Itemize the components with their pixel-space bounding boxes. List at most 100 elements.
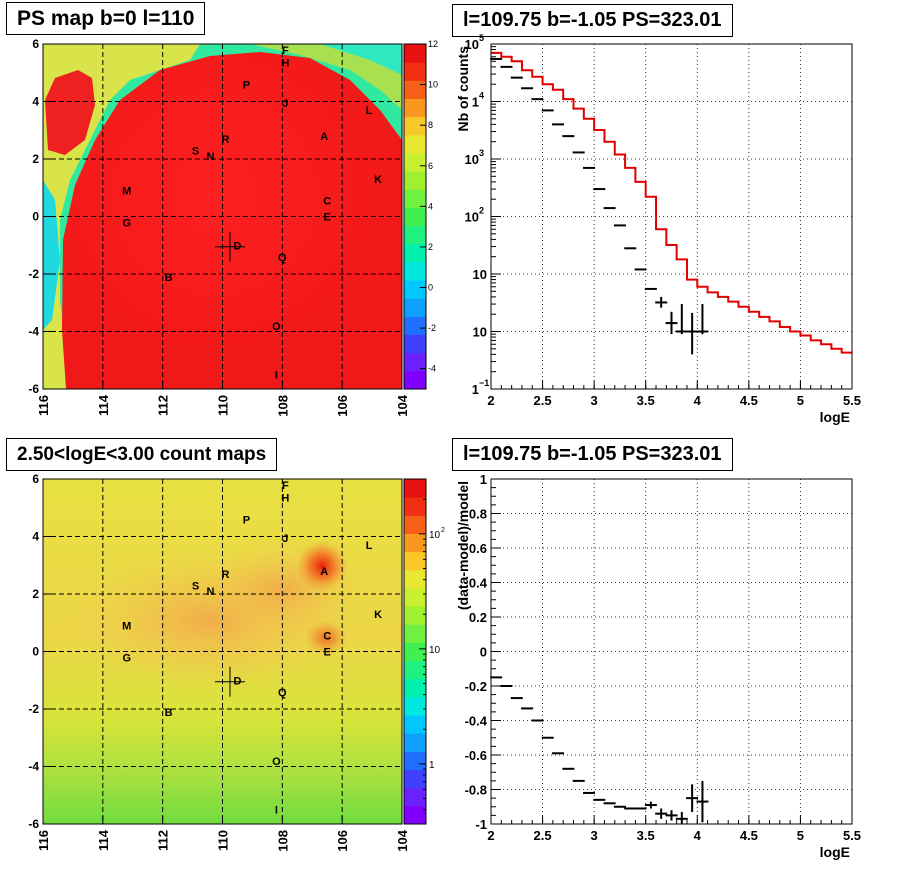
source-label-p: P xyxy=(243,514,250,526)
colorbar-tick-label: 6 xyxy=(428,161,433,171)
residual-x-tick-label: 3 xyxy=(591,828,598,843)
colorbar-step xyxy=(404,334,426,354)
ps-map-left-cyan xyxy=(43,180,60,330)
residual-x-tick-label: 2 xyxy=(487,828,494,843)
y-tick-label: -4 xyxy=(28,325,39,339)
ps-map-upper-left-blob xyxy=(45,70,95,155)
residual-frame xyxy=(490,478,853,825)
count-map-position-marker xyxy=(214,666,245,697)
source-label-f: F xyxy=(282,45,289,57)
residual-y-tick-label: 0 xyxy=(480,645,487,660)
y-tick-label: 4 xyxy=(32,95,39,109)
spectrum-y-tick-exponent: 4 xyxy=(479,91,484,101)
colorbar-step xyxy=(404,80,426,99)
colorbar-tick-label: 4 xyxy=(428,201,433,211)
spectrum-x-tick-label: 3 xyxy=(591,393,598,408)
residual-y-axis-label: (data-model)/model xyxy=(455,481,471,610)
source-label-b: B xyxy=(165,272,173,284)
source-label-n: N xyxy=(207,151,215,163)
residual-y-tick-label: 0.8 xyxy=(469,507,487,522)
source-label-l: L xyxy=(366,540,373,552)
colorbar-step xyxy=(404,280,426,299)
y-tick-label: -2 xyxy=(28,267,39,281)
x-tick-label: 114 xyxy=(96,829,111,851)
source-label-n: N xyxy=(207,586,215,598)
residual-y-tick-label: -0.2 xyxy=(465,679,487,694)
source-label-j: J xyxy=(282,98,288,110)
spectrum-y-tick-exponent: 5 xyxy=(479,33,484,43)
y-tick-label: 2 xyxy=(32,152,39,166)
source-label-i: I xyxy=(275,370,278,382)
colorbar-step xyxy=(404,134,426,154)
colorbar-tick-label: 2 xyxy=(428,242,433,252)
residual-y-tick-label: 0.2 xyxy=(469,610,487,625)
spectrum-x-tick-label: 4.5 xyxy=(740,393,758,408)
source-label-s: S xyxy=(192,145,199,157)
spectrum-x-tick-label: 2 xyxy=(487,393,494,408)
colorbar-tick-label: 1 xyxy=(429,760,435,771)
count-map-image xyxy=(70,540,360,690)
residual-x-tick-label: 5 xyxy=(797,828,804,843)
source-label-p: P xyxy=(243,79,250,91)
y-tick-label: 4 xyxy=(32,530,39,544)
spectrum-model-line xyxy=(491,51,852,354)
spectrum-frame xyxy=(490,43,853,390)
source-label-e: E xyxy=(324,212,331,224)
y-tick-label: 0 xyxy=(32,645,39,659)
colorbar-step xyxy=(404,551,426,571)
colorbar-step xyxy=(404,316,426,336)
source-label-l: L xyxy=(366,105,373,117)
source-label-q: Q xyxy=(278,687,287,699)
x-tick-label: 116 xyxy=(36,830,51,851)
colorbar-step xyxy=(404,207,426,227)
colorbar-tick-label: 0 xyxy=(428,283,433,293)
ps-map-colorbar: 12 10 8 6 4 2 0 -2 -4 xyxy=(403,39,438,390)
x-tick-label: 108 xyxy=(275,395,290,417)
spectrum-y-tick-label: 1 xyxy=(472,382,479,397)
spectrum-y-tick-label: 10 xyxy=(465,37,479,52)
source-label-k: K xyxy=(374,609,382,621)
colorbar-tick-label: 10 xyxy=(429,645,441,656)
colorbar-step xyxy=(404,733,426,752)
colorbar-tick-label: 10 xyxy=(429,530,441,541)
x-tick-label: 108 xyxy=(275,830,290,852)
source-label-s: S xyxy=(192,580,199,592)
source-label-q: Q xyxy=(278,252,287,264)
colorbar-step xyxy=(404,751,426,771)
y-tick-label: 6 xyxy=(32,472,39,486)
count-map-grid xyxy=(43,479,402,824)
residual-y-tick-label: 0.4 xyxy=(469,576,488,591)
colorbar-step xyxy=(404,98,426,118)
y-tick-label: 2 xyxy=(32,587,39,601)
colorbar-tick-label: 8 xyxy=(428,120,433,130)
colorbar-step xyxy=(404,587,426,607)
ps-map-upper-right-cyan xyxy=(250,44,402,110)
residual-x-tick-label: 5.5 xyxy=(843,828,861,843)
residual-panel: 2 2.5 3 3.5 4 4.5 5 5.5 1 0.8 0.6 0.4 0.2 0 -0.2 -0.4 -0… xyxy=(455,472,861,860)
count-map-hotspot-c xyxy=(304,620,348,656)
source-label-g: G xyxy=(122,217,131,229)
residual-title: l=109.75 b=-1.05 PS=323.01 xyxy=(452,438,733,471)
x-tick-label: 114 xyxy=(96,394,111,416)
colorbar-step xyxy=(404,243,426,263)
colorbar-step xyxy=(404,696,426,716)
source-label-o: O xyxy=(272,321,281,333)
ps-map-upper-right-cyan2 xyxy=(320,44,402,75)
y-tick-label: -4 xyxy=(28,760,39,774)
residual-y-tick-label: -0.8 xyxy=(465,783,487,798)
y-tick-label: 6 xyxy=(32,37,39,51)
colorbar-tick-label: 12 xyxy=(428,39,438,49)
spectrum-y-tick-label: 1 xyxy=(472,95,479,110)
colorbar-step xyxy=(404,298,426,317)
ps-map-main-blob xyxy=(62,52,402,389)
count-map-title: 2.50<logE<3.00 count maps xyxy=(6,438,278,471)
residual-y-tick-label: 1 xyxy=(480,472,487,487)
x-tick-label: 104 xyxy=(395,394,410,416)
y-tick-label: -2 xyxy=(28,702,39,716)
spectrum-x-tick-label: 2.5 xyxy=(534,393,552,408)
colorbar-frame xyxy=(403,478,427,825)
